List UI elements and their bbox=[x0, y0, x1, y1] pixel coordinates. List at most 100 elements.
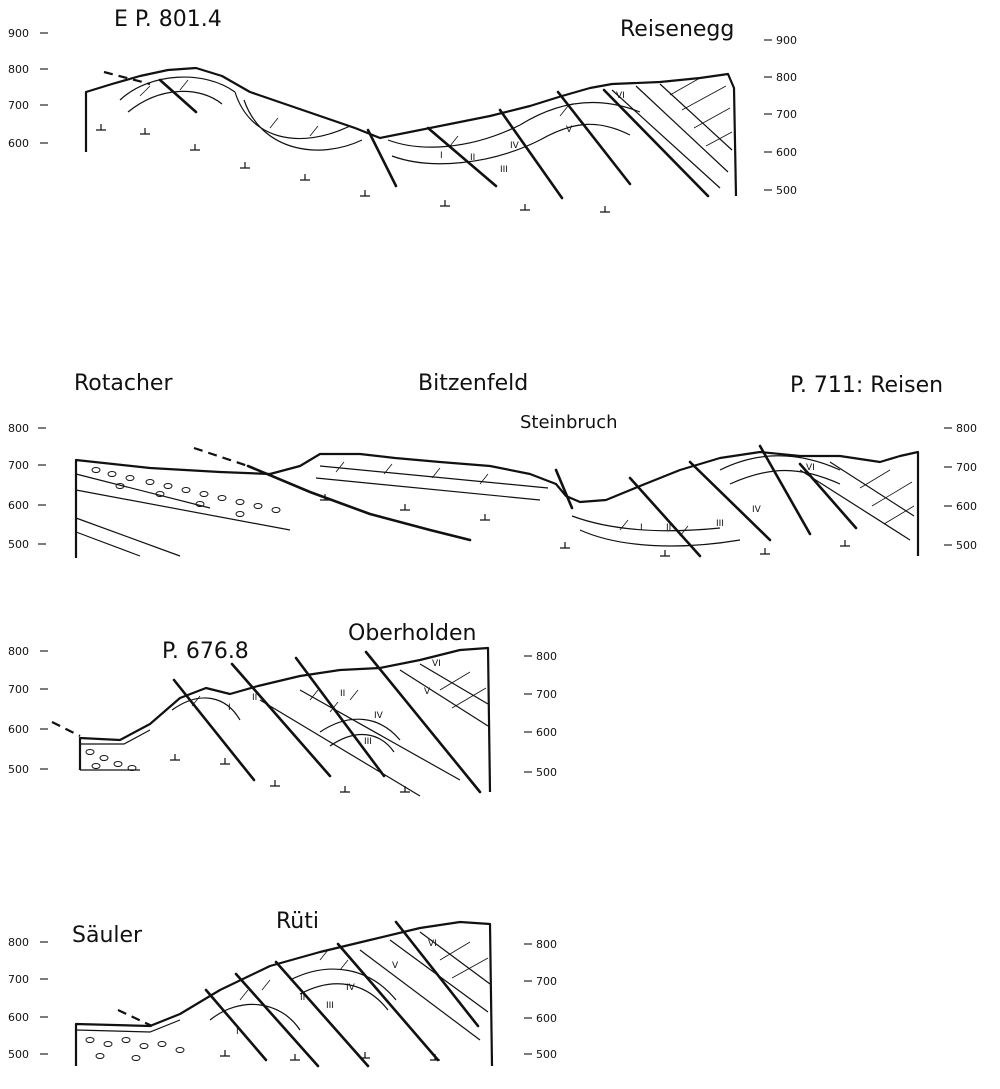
bedding bbox=[329, 733, 395, 753]
bedding bbox=[571, 515, 721, 532]
tick-label: 800 bbox=[776, 71, 797, 84]
marl-symbol bbox=[360, 190, 370, 197]
fault-line bbox=[366, 128, 398, 188]
hatch-line bbox=[705, 131, 733, 147]
tick-label: 700 bbox=[8, 99, 29, 112]
bedding bbox=[209, 1003, 301, 1031]
tick-label: 600 bbox=[776, 146, 797, 159]
bedding bbox=[729, 470, 841, 485]
fault-line bbox=[394, 920, 480, 1028]
marl-symbol bbox=[660, 550, 670, 557]
label-ruti: Rüti bbox=[276, 909, 319, 934]
unit-label: II bbox=[470, 153, 475, 163]
fault-line bbox=[554, 468, 574, 510]
bedding bbox=[243, 99, 363, 151]
pebble bbox=[139, 1043, 149, 1049]
tick-label: 700 bbox=[8, 973, 29, 986]
unit-label: II bbox=[340, 689, 345, 699]
label-p711-reisen: P. 711: Reisen bbox=[790, 373, 943, 398]
left-axis: 800 700 600 500 bbox=[8, 645, 48, 776]
bedding bbox=[75, 531, 141, 557]
fault-line bbox=[336, 942, 440, 1062]
bedding bbox=[75, 489, 291, 531]
tick-label: 600 bbox=[8, 723, 29, 736]
hatch-line bbox=[451, 957, 489, 979]
pebble bbox=[99, 755, 109, 761]
pebble bbox=[113, 761, 123, 767]
tick-label: 600 bbox=[8, 499, 29, 512]
pebble bbox=[217, 495, 227, 501]
marl-symbol bbox=[190, 144, 200, 151]
hatch-line bbox=[451, 687, 487, 709]
unit-label: VI bbox=[432, 659, 441, 669]
unit-label: V bbox=[566, 125, 573, 135]
label-sauler: Säuler bbox=[72, 923, 143, 948]
bedding bbox=[171, 697, 241, 721]
unit-label: II bbox=[666, 523, 671, 533]
unit-label: III bbox=[326, 1001, 334, 1011]
marl-symbol bbox=[170, 754, 180, 761]
hatch-line bbox=[139, 85, 151, 97]
marl-symbol bbox=[400, 786, 410, 793]
conglomerate bbox=[85, 749, 137, 771]
tick-label: 700 bbox=[536, 975, 557, 988]
tick-label: 500 bbox=[8, 538, 29, 551]
unit-label: V bbox=[392, 961, 399, 971]
thrust-line bbox=[246, 464, 472, 542]
unit-label: IV bbox=[510, 141, 520, 151]
bedding bbox=[359, 949, 481, 1041]
fault-projection bbox=[193, 446, 249, 468]
fault-line bbox=[688, 460, 772, 542]
fault-line bbox=[364, 650, 482, 794]
conglomerate bbox=[91, 467, 281, 517]
pebble bbox=[103, 1041, 113, 1047]
bedding bbox=[635, 85, 729, 173]
tick-label: 500 bbox=[776, 184, 797, 197]
fault-line bbox=[798, 462, 858, 530]
pebble bbox=[195, 501, 205, 507]
hatching bbox=[239, 941, 489, 1001]
right-axis: 800 700 600 500 bbox=[944, 422, 977, 552]
fault-line bbox=[602, 88, 710, 198]
tick-label: 500 bbox=[536, 1048, 557, 1061]
right-axis: 900 800 700 600 500 bbox=[764, 34, 797, 197]
label-reisenegg: Reisenegg bbox=[620, 17, 734, 42]
terrain-profile bbox=[74, 920, 494, 1067]
pebble bbox=[85, 749, 95, 755]
label-oberholden: Oberholden bbox=[348, 621, 476, 646]
pebble bbox=[85, 1037, 95, 1043]
bedding bbox=[259, 699, 421, 797]
unit-label: V bbox=[424, 687, 431, 697]
bedding bbox=[519, 101, 641, 126]
hatch-line bbox=[319, 949, 329, 961]
tick-label: 500 bbox=[956, 539, 977, 552]
fault-line bbox=[426, 126, 498, 188]
bedding bbox=[829, 461, 915, 517]
right-axis: 800 700 600 500 bbox=[524, 938, 557, 1061]
hatch-line bbox=[669, 77, 701, 96]
unit-label: I bbox=[440, 151, 443, 161]
marl-symbols bbox=[170, 754, 410, 793]
pebble bbox=[121, 1037, 131, 1043]
hatch-line bbox=[859, 469, 891, 489]
marl-symbols bbox=[320, 494, 850, 557]
bedding bbox=[234, 91, 351, 139]
marl-symbol bbox=[300, 174, 310, 181]
unit-label: IV bbox=[374, 711, 384, 721]
tick-label: 600 bbox=[8, 137, 29, 150]
pebble bbox=[175, 1047, 185, 1053]
unit-label: II bbox=[252, 693, 257, 703]
hatch-line bbox=[479, 473, 489, 485]
fault-line bbox=[274, 960, 370, 1068]
pebble bbox=[181, 487, 191, 493]
bedding bbox=[75, 517, 181, 557]
pebble bbox=[131, 1055, 141, 1061]
pebble bbox=[157, 1041, 167, 1047]
right-axis: 800 700 600 500 bbox=[524, 650, 557, 779]
tick-label: 800 bbox=[956, 422, 977, 435]
marl-symbol bbox=[400, 504, 410, 511]
tick-label: 700 bbox=[956, 461, 977, 474]
bedding bbox=[319, 718, 401, 741]
section-4: Säuler Rüti 800 700 600 500 800 700 600 … bbox=[8, 909, 557, 1068]
